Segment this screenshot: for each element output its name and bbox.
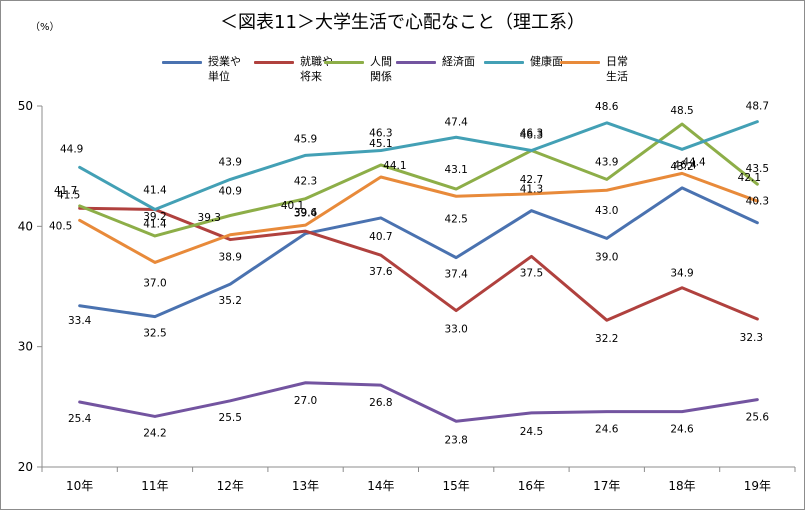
x-tick-label: 13年	[292, 479, 319, 493]
data-label: 33.4	[68, 315, 92, 327]
data-label: 44.9	[60, 143, 83, 155]
data-label: 48.5	[670, 105, 693, 117]
legend-swatch	[324, 61, 364, 64]
data-label: 39.6	[294, 207, 318, 219]
x-tick-label: 12年	[217, 479, 244, 493]
data-label: 39.2	[143, 211, 166, 223]
legend-label: 授業や 単位	[208, 55, 241, 83]
y-unit-label: （%）	[30, 22, 60, 33]
data-label: 42.3	[294, 176, 317, 188]
legend-swatch	[396, 61, 436, 64]
series-line	[78, 120, 759, 211]
data-label: 40.7	[369, 231, 392, 243]
x-tick-label: 14年	[367, 479, 394, 493]
data-label: 24.6	[595, 424, 619, 436]
data-label: 38.9	[219, 252, 242, 264]
data-label: 37.6	[369, 266, 393, 278]
x-tick-label: 18年	[668, 479, 695, 493]
data-label: 27.0	[294, 395, 317, 407]
data-label: 43.0	[595, 205, 618, 217]
legend-label: 日常 生活	[606, 55, 628, 83]
series-line	[78, 171, 759, 264]
legend-label: 人間 関係	[370, 55, 392, 83]
series-line	[78, 186, 759, 319]
data-label: 46.3	[369, 128, 392, 140]
data-label: 47.4	[444, 116, 468, 128]
data-label: 23.8	[444, 434, 467, 446]
legend-swatch	[484, 61, 524, 64]
data-label: 25.6	[746, 412, 770, 424]
data-label: 40.5	[49, 220, 72, 232]
data-label: 26.8	[369, 397, 392, 409]
data-label: 24.2	[143, 427, 166, 439]
legend-label: 就職や 将来	[300, 55, 333, 83]
series-line	[78, 206, 759, 322]
data-label: 48.7	[746, 101, 769, 113]
data-label: 46.3	[520, 130, 543, 142]
x-tick-label: 15年	[443, 479, 470, 493]
data-label: 45.1	[369, 138, 392, 150]
data-label: 32.3	[740, 332, 763, 344]
data-label: 24.5	[520, 426, 543, 438]
data-label: 39.0	[595, 251, 618, 263]
data-label: 32.5	[143, 328, 166, 340]
data-label: 42.7	[520, 174, 543, 186]
data-label: 35.2	[219, 295, 242, 307]
data-label: 40.3	[746, 196, 769, 208]
legend-swatch	[254, 61, 294, 64]
y-tick-label: 20	[18, 460, 33, 474]
legend-swatch	[162, 61, 202, 64]
chart-title: ＜図表11＞大学生活で心配なこと（理工系）	[220, 12, 585, 33]
data-label: 24.6	[670, 424, 694, 436]
data-label: 43.1	[444, 164, 467, 176]
data-label: 45.9	[294, 133, 317, 145]
data-label: 25.4	[68, 413, 92, 425]
y-tick-label: 50	[18, 99, 33, 113]
data-label: 33.0	[444, 324, 467, 336]
data-label: 39.3	[198, 212, 221, 224]
x-tick-label: 19年	[744, 479, 771, 493]
data-label: 40.1	[281, 200, 304, 212]
data-label: 25.5	[219, 412, 242, 424]
x-tick-label: 11年	[141, 479, 168, 493]
data-label: 41.5	[57, 189, 80, 201]
data-label: 41.3	[520, 184, 543, 196]
data-label: 46.3	[520, 128, 543, 140]
series-line	[78, 122, 759, 238]
data-label: 40.9	[219, 186, 242, 198]
legend-label: 経済面	[442, 55, 475, 68]
data-label: 42.5	[444, 213, 467, 225]
data-label: 41.4	[143, 218, 167, 230]
y-tick-label: 30	[18, 340, 33, 354]
data-label: 44.1	[383, 160, 406, 172]
data-label: 41.7	[54, 185, 77, 197]
series-line	[78, 381, 759, 423]
data-label: 43.9	[219, 156, 242, 168]
data-label: 34.9	[670, 268, 693, 280]
legend-label: 健康面	[530, 55, 563, 68]
data-label: 43.2	[670, 161, 693, 173]
data-label: 48.6	[595, 101, 619, 113]
x-tick-label: 10年	[66, 479, 93, 493]
x-tick-label: 17年	[593, 479, 620, 493]
legend-swatch	[560, 61, 600, 64]
data-label: 37.5	[520, 267, 543, 279]
data-label: 43.5	[746, 163, 769, 175]
y-tick-label: 40	[18, 219, 33, 233]
data-label: 32.2	[595, 333, 618, 345]
data-label: 44.4	[682, 156, 706, 168]
data-label: 37.4	[444, 269, 468, 281]
data-label: 37.0	[143, 277, 166, 289]
x-tick-label: 16年	[518, 479, 545, 493]
data-label: 39.4	[294, 208, 318, 220]
data-label: 43.9	[595, 156, 618, 168]
data-label: 46.4	[673, 159, 697, 171]
data-label: 42.1	[738, 172, 761, 184]
data-label: 41.4	[143, 184, 167, 196]
